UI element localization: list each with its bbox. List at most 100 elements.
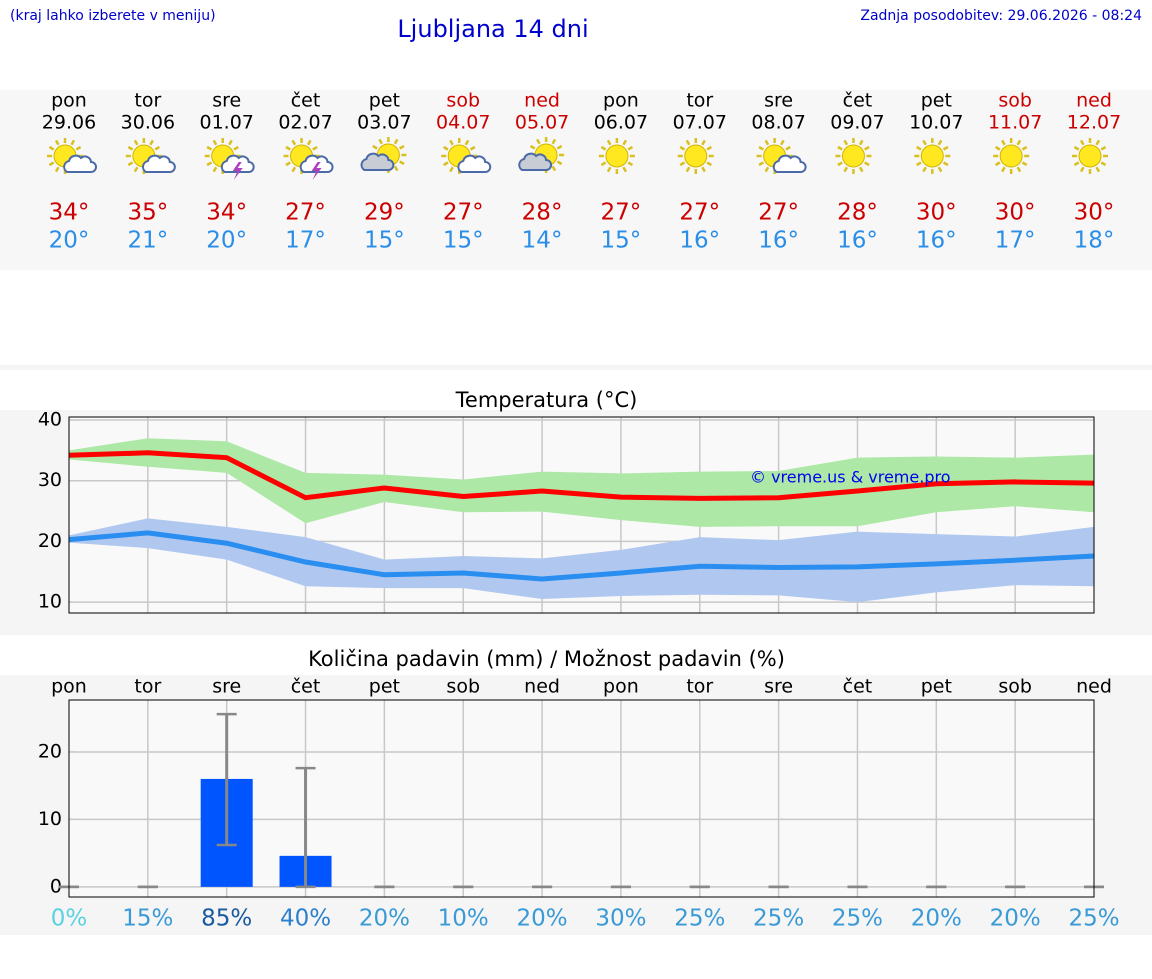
day-name: sre [212,90,241,112]
sun-ray [600,145,607,151]
max-temp: 27° [285,200,326,226]
sun-ray [551,165,557,172]
probability: 20% [911,906,962,932]
sun-ray [464,139,470,146]
sun-ray [1016,139,1022,146]
sun-ray [127,145,134,151]
max-temp: 28° [522,200,563,226]
sun-ray [864,161,870,167]
sun-ray [843,139,849,146]
sun-ray [785,145,791,151]
weather-icon [283,138,334,180]
hint: (kraj lahko izberete v meniju) [10,8,216,24]
y-tick-label: 20 [38,530,62,552]
min-temp: 21° [127,228,168,254]
min-temp: 20° [49,228,90,254]
sun [920,144,944,168]
weather-icon [125,138,176,174]
sun-ray [228,139,233,146]
y-tick-label: 10 [38,591,62,613]
sun-ray [206,145,213,151]
max-temp: 30° [1074,200,1115,226]
weather-icon [441,138,492,174]
max-temp: 35° [127,200,168,226]
sun-ray [1100,145,1107,151]
min-temp: 14° [522,228,563,254]
chart-title: Temperatura (°C) [455,388,638,412]
day-name: čet [843,90,873,112]
sun-ray [916,145,922,151]
min-temp: 20° [206,228,247,254]
min-temp: 16° [916,228,957,254]
sun-ray [48,161,55,167]
sun-ray [372,144,378,150]
max-temp: 27° [679,200,720,226]
date: 06.07 [594,112,648,134]
error-bar [216,712,237,847]
sun-ray [843,166,849,173]
sun-ray [606,139,612,146]
sun-ray [399,160,405,166]
x-tick-label: sre [764,676,793,698]
probability: 30% [595,906,646,932]
date: 01.07 [199,112,253,134]
sun-ray [622,139,628,146]
day-name: pet [921,90,952,112]
sun-ray [556,144,563,150]
weather-icon [598,138,635,174]
date: 05.07 [515,112,569,134]
date: 03.07 [357,112,411,134]
min-temp: 16° [837,228,878,254]
sun-ray [393,138,399,145]
sun-ray [706,145,712,151]
sun-ray [291,166,297,173]
sun-ray [1100,161,1107,167]
sun-ray [837,161,843,167]
date: 02.07 [278,112,332,134]
sun-ray [443,145,449,151]
error-bar [295,766,316,889]
sun-ray [606,166,612,173]
sun-ray [529,144,536,150]
sun-ray [212,166,218,173]
min-temp: 15° [601,228,642,254]
lightning [311,162,322,180]
sun-ray [994,161,1001,167]
sun-ray [622,166,628,173]
max-temp: 30° [916,200,957,226]
x-tick-label: pet [369,676,400,698]
sun-ray [285,145,291,151]
min-temp: 17° [995,228,1036,254]
date: 09.07 [830,112,884,134]
day-name: ned [1076,90,1112,112]
sun-ray [291,139,297,146]
sun-ray [864,145,870,151]
sun-ray [378,138,383,145]
day-name: pet [369,90,400,112]
y-tick-label: 0 [50,875,62,897]
separator [0,365,1152,370]
sun-ray [54,166,60,173]
sun [684,144,708,168]
min-temp: 15° [443,228,484,254]
cloud [518,152,553,171]
date: 12.07 [1067,112,1121,134]
sun-ray [75,145,82,151]
temperature-line [68,530,1095,582]
min-temp: 16° [679,228,720,254]
day-name: tor [686,90,713,112]
sun [999,144,1023,168]
probability: 25% [832,906,883,932]
sun-ray [127,161,134,167]
lightning [232,162,243,180]
sun-ray [937,166,943,173]
sun-ray [937,139,943,146]
weather-icon [677,138,714,174]
day-name: čet [291,90,321,112]
sun-ray [679,145,686,151]
sun-ray [206,161,213,167]
x-tick-label: ned [1076,676,1112,698]
min-temp: 18° [1074,228,1115,254]
sun-ray [1021,161,1028,167]
